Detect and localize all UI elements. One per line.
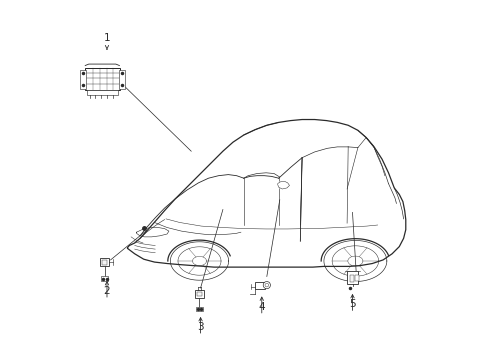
Bar [196,292,202,296]
Bar [349,275,354,282]
Circle shape [263,282,270,289]
Text: 4: 4 [258,302,264,312]
Text: 1: 1 [103,33,110,43]
Circle shape [264,283,268,287]
Bar [254,282,264,289]
Text: 3: 3 [197,322,203,332]
Text: 2: 2 [103,286,110,296]
Text: 5: 5 [348,299,355,309]
Bar [347,271,357,284]
Bar [87,90,117,95]
FancyBboxPatch shape [119,70,124,89]
Bar [194,290,204,298]
Bar [195,307,203,311]
Bar [101,276,108,281]
Bar [354,275,359,281]
Bar [102,260,107,265]
FancyBboxPatch shape [80,70,85,89]
FancyBboxPatch shape [84,68,120,90]
Bar [101,258,109,266]
Polygon shape [277,181,289,189]
